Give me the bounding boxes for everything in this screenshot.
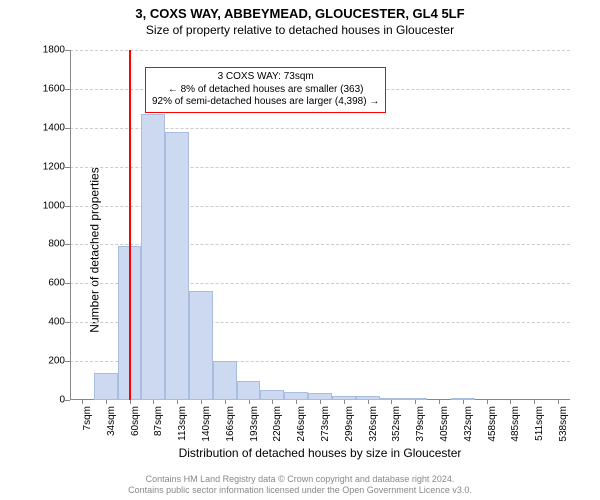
y-tick-label: 200 <box>40 356 65 367</box>
annotation-box: 3 COXS WAY: 73sqm ← 8% of detached house… <box>145 67 386 113</box>
x-tick-label: 379sqm <box>415 406 426 442</box>
x-tick-mark <box>225 400 226 404</box>
y-tick-label: 400 <box>40 317 65 328</box>
x-tick-mark <box>344 400 345 404</box>
x-tick-label: 193sqm <box>249 406 260 442</box>
x-tick-label: 538sqm <box>558 406 569 442</box>
x-tick-mark <box>201 400 202 404</box>
x-tick-mark <box>320 400 321 404</box>
x-tick-label: 246sqm <box>296 406 307 442</box>
title-block: 3, COXS WAY, ABBEYMEAD, GLOUCESTER, GL4 … <box>0 0 600 37</box>
y-tick-label: 1600 <box>40 83 65 94</box>
x-tick-label: 432sqm <box>463 406 474 442</box>
histogram-bar <box>141 114 165 400</box>
x-tick-mark <box>487 400 488 404</box>
histogram-bar <box>165 132 189 400</box>
x-tick-label: 140sqm <box>201 406 212 442</box>
x-tick-label: 458sqm <box>487 406 498 442</box>
x-tick-label: 113sqm <box>177 406 188 441</box>
y-tick-label: 800 <box>40 239 65 250</box>
x-tick-label: 352sqm <box>391 406 402 442</box>
x-tick-label: 405sqm <box>439 406 450 442</box>
x-tick-label: 60sqm <box>130 406 141 436</box>
x-tick-label: 273sqm <box>320 406 331 442</box>
y-tick-label: 0 <box>40 395 65 406</box>
footer-line: Contains public sector information licen… <box>0 485 600 496</box>
y-tick-label: 1800 <box>40 45 65 56</box>
property-marker-line <box>129 50 131 400</box>
chart-container: Number of detached properties 3 COXS WAY… <box>40 50 580 450</box>
histogram-bar <box>94 373 118 400</box>
x-tick-mark <box>391 400 392 404</box>
x-tick-mark <box>296 400 297 404</box>
page-subtitle: Size of property relative to detached ho… <box>0 23 600 37</box>
histogram-bar <box>237 381 261 400</box>
x-tick-label: 34sqm <box>106 406 117 436</box>
x-tick-label: 511sqm <box>534 406 545 441</box>
histogram-bar <box>213 361 237 400</box>
annotation-line: 3 COXS WAY: 73sqm <box>152 71 379 84</box>
x-tick-mark <box>249 400 250 404</box>
x-tick-label: 220sqm <box>272 406 283 442</box>
x-tick-label: 485sqm <box>510 406 521 442</box>
x-tick-mark <box>177 400 178 404</box>
annotation-line: 92% of semi-detached houses are larger (… <box>152 96 379 109</box>
x-tick-label: 299sqm <box>344 406 355 442</box>
x-tick-mark <box>368 400 369 404</box>
x-tick-mark <box>82 400 83 404</box>
x-tick-label: 326sqm <box>368 406 379 442</box>
x-tick-label: 166sqm <box>225 406 236 442</box>
x-axis-label: Distribution of detached houses by size … <box>70 446 570 460</box>
y-tick-label: 1200 <box>40 161 65 172</box>
footer-attribution: Contains HM Land Registry data © Crown c… <box>0 474 600 496</box>
histogram-bar <box>260 390 284 400</box>
histogram-bar <box>189 291 213 400</box>
x-tick-mark <box>439 400 440 404</box>
x-tick-label: 7sqm <box>82 406 93 430</box>
plot-area: 3 COXS WAY: 73sqm ← 8% of detached house… <box>70 50 570 400</box>
footer-line: Contains HM Land Registry data © Crown c… <box>0 474 600 485</box>
histogram-bar <box>284 392 308 400</box>
x-tick-mark <box>106 400 107 404</box>
y-tick-label: 1000 <box>40 200 65 211</box>
histogram-bar <box>308 393 332 400</box>
x-tick-mark <box>463 400 464 404</box>
x-tick-label: 87sqm <box>153 406 164 436</box>
x-tick-mark <box>272 400 273 404</box>
x-tick-mark <box>415 400 416 404</box>
x-tick-mark <box>153 400 154 404</box>
page-title: 3, COXS WAY, ABBEYMEAD, GLOUCESTER, GL4 … <box>0 6 600 21</box>
x-tick-mark <box>534 400 535 404</box>
annotation-line: ← 8% of detached houses are smaller (363… <box>152 84 379 97</box>
y-tick-label: 1400 <box>40 122 65 133</box>
y-tick-label: 600 <box>40 278 65 289</box>
x-tick-mark <box>130 400 131 404</box>
x-tick-mark <box>510 400 511 404</box>
x-tick-mark <box>558 400 559 404</box>
